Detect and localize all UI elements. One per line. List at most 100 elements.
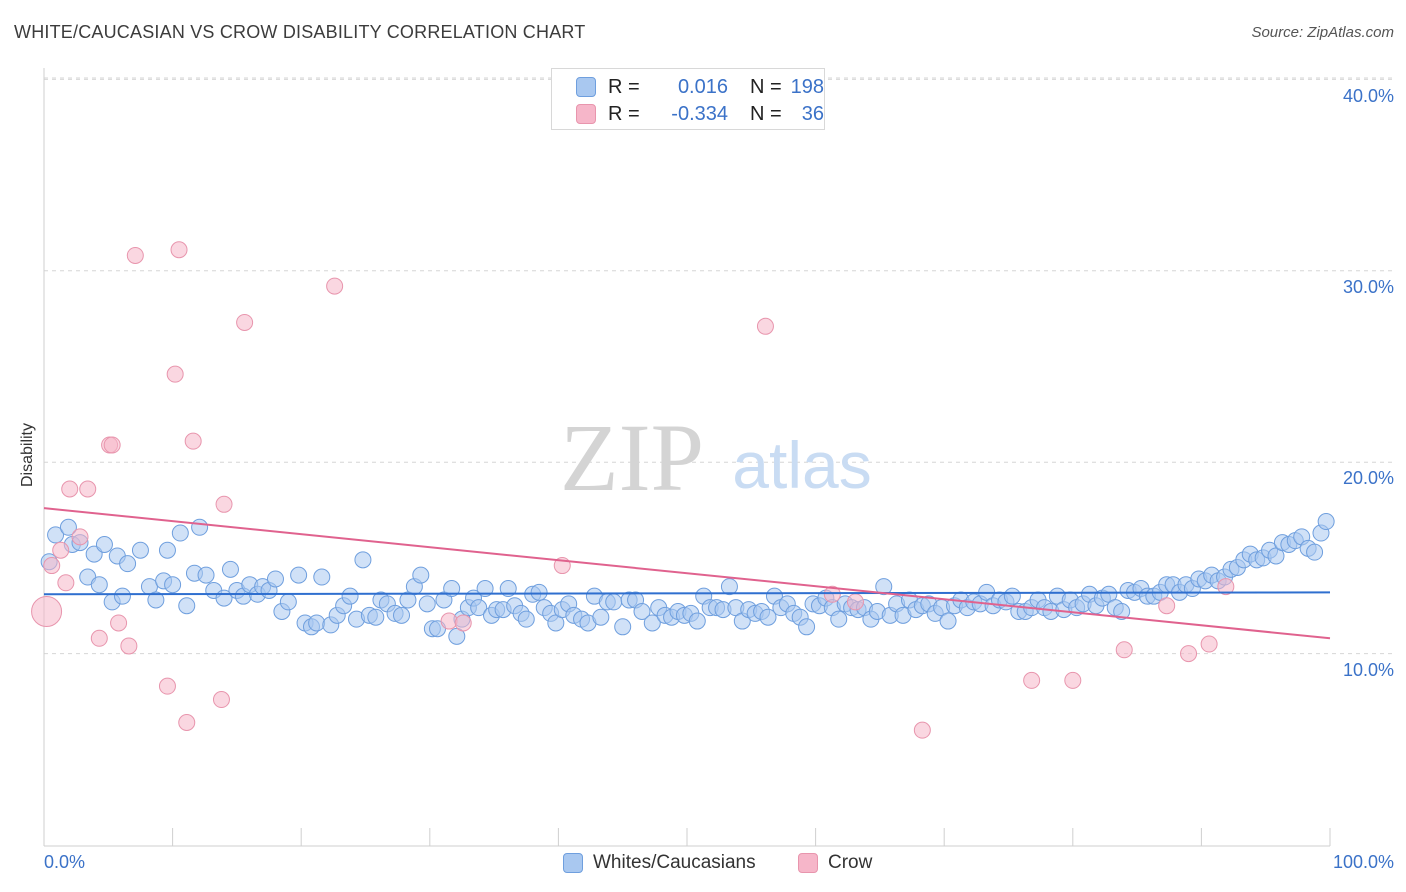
crow-point: [52, 541, 70, 559]
whites-point: [308, 614, 326, 632]
crow-point: [236, 313, 254, 331]
crow-point: [71, 528, 89, 546]
series-legend: Whites/Caucasians Crow: [0, 852, 1406, 878]
crow-point: [57, 574, 75, 592]
whites-point: [418, 595, 436, 613]
legend-r-value: -0.334: [671, 102, 728, 125]
crow-point: [103, 436, 121, 454]
crow-point: [90, 629, 108, 647]
whites-point: [367, 608, 385, 626]
x-tick-label-min: 0.0%: [44, 852, 86, 872]
crow-point: [440, 612, 458, 630]
series-whites-points: [40, 513, 1335, 645]
y-tick-label-20: 20.0%: [1342, 468, 1394, 488]
whites-point: [720, 578, 738, 596]
crow-point: [178, 714, 196, 732]
watermark-zip: ZIP: [560, 404, 704, 511]
legend-item-whites[interactable]: Whites/Caucasians: [563, 852, 756, 874]
legend-n-label: N =: [750, 102, 782, 125]
whites-point: [90, 576, 108, 594]
watermark: ZIP atlas: [560, 404, 872, 511]
whites-point: [59, 518, 77, 536]
crow-point: [170, 241, 188, 259]
whites-point: [279, 593, 297, 611]
whites-point: [830, 610, 848, 628]
whites-point: [688, 612, 706, 630]
crow-point: [1217, 578, 1235, 596]
gridlines: [44, 77, 1392, 655]
whites-point: [939, 612, 957, 630]
crow-point: [126, 246, 144, 264]
crow-point: [1158, 597, 1176, 615]
whites-point: [605, 593, 623, 611]
crow-point: [1115, 641, 1133, 659]
crow-point: [756, 317, 774, 335]
source-credit: Source: ZipAtlas.com: [1251, 24, 1394, 41]
whites-point: [171, 524, 189, 542]
crow-point: [158, 677, 176, 695]
whites-point: [443, 580, 461, 598]
whites-point: [354, 551, 372, 569]
legend-r-label: R =: [608, 102, 640, 125]
whites-point: [290, 566, 308, 584]
legend-n-value: 198: [790, 75, 824, 98]
crow-point: [1023, 671, 1041, 689]
whites-point: [95, 536, 113, 554]
legend-swatch-whites: [563, 853, 583, 873]
whites-point: [798, 618, 816, 636]
whites-point: [499, 580, 517, 598]
legend-swatch-whites: [576, 77, 596, 97]
crow-point: [846, 593, 864, 611]
legend-swatch-crow: [576, 104, 596, 124]
y-tick-label-30: 30.0%: [1342, 277, 1394, 297]
whites-point: [113, 587, 131, 605]
crow-point: [43, 557, 61, 575]
legend-r-label: R =: [608, 75, 640, 98]
whites-point: [178, 597, 196, 615]
whites-point: [643, 614, 661, 632]
legend-swatch-crow: [798, 853, 818, 873]
whites-point: [147, 591, 165, 609]
y-tick-label-10: 10.0%: [1342, 660, 1394, 680]
crow-point: [1064, 671, 1082, 689]
y-tick-label-40: 40.0%: [1342, 86, 1394, 106]
axes: [43, 68, 1331, 847]
whites-point: [614, 618, 632, 636]
whites-point: [266, 570, 284, 588]
whites-point: [476, 580, 494, 598]
crow-trend-line: [43, 507, 1331, 640]
whites-point: [412, 566, 430, 584]
legend-label-whites: Whites/Caucasians: [593, 852, 756, 873]
whites-point: [875, 578, 893, 596]
chart-title: WHITE/CAUCASIAN VS CROW DISABILITY CORRE…: [14, 22, 586, 42]
crow-point: [31, 595, 63, 627]
whites-point: [341, 587, 359, 605]
whites-point: [592, 608, 610, 626]
crow-point: [79, 480, 97, 498]
whites-point: [164, 576, 182, 594]
legend-item-crow[interactable]: Crow: [798, 852, 872, 874]
legend-row-crow: R = -0.334 N = 36: [552, 101, 824, 127]
whites-point: [1317, 513, 1335, 531]
whites-point: [633, 602, 651, 620]
legend-row-whites: R = 0.016 N = 198: [552, 74, 824, 100]
whites-point: [517, 610, 535, 628]
whites-point: [197, 566, 215, 584]
crow-point: [1200, 635, 1218, 653]
whites-point: [470, 599, 488, 617]
whites-point: [530, 583, 548, 601]
crow-point: [1180, 645, 1198, 663]
whites-point: [191, 518, 209, 536]
whites-point: [221, 560, 239, 578]
x-tick-label-max: 100.0%: [1332, 852, 1394, 872]
whites-point: [393, 606, 411, 624]
legend-n-label: N =: [750, 75, 782, 98]
whites-point: [158, 541, 176, 559]
crow-point: [120, 637, 138, 655]
whites-point: [759, 608, 777, 626]
whites-point: [1113, 602, 1131, 620]
crow-point: [110, 614, 128, 632]
legend-r-value: 0.016: [677, 75, 728, 98]
whites-point: [131, 541, 149, 559]
